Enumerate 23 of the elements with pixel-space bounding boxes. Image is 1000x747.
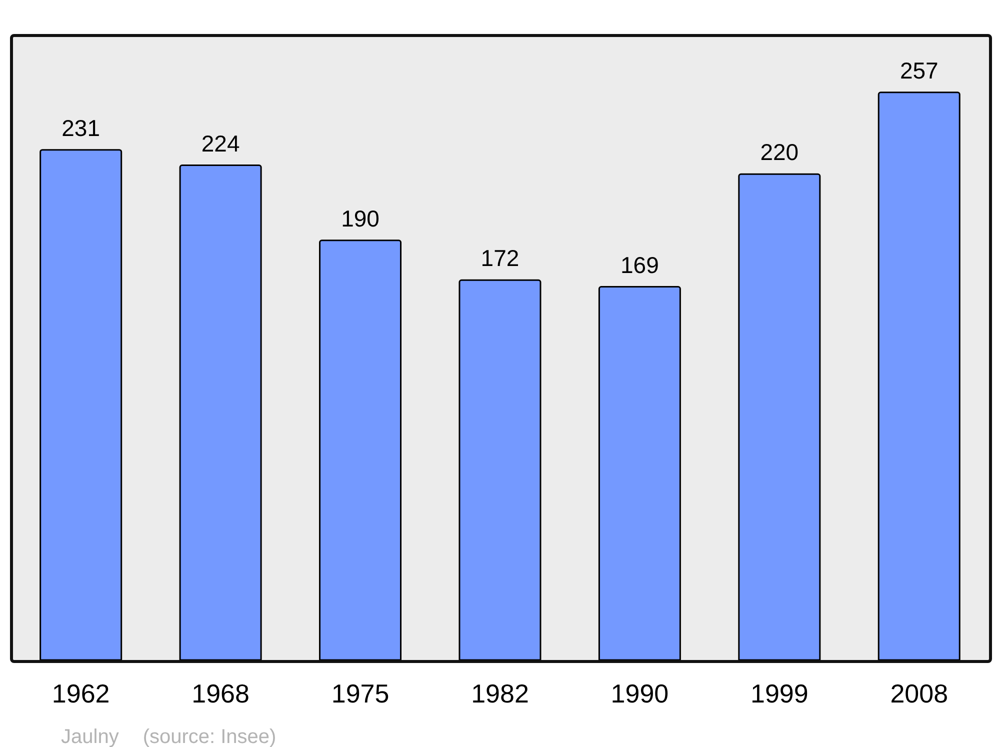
data-label: 257 (900, 57, 938, 84)
data-label: 224 (201, 130, 240, 156)
data-label: 220 (760, 139, 799, 166)
x-tick-label: 1975 (331, 678, 390, 708)
x-tick-label: 1990 (610, 678, 669, 708)
data-label: 169 (620, 252, 659, 278)
x-tick-label: 1962 (52, 678, 110, 708)
x-tick-label: 1968 (192, 678, 250, 708)
bar (598, 286, 681, 660)
data-label: 172 (480, 245, 520, 272)
x-tick-label: 1999 (750, 678, 808, 708)
bar (40, 149, 122, 660)
data-label: 190 (341, 205, 380, 232)
bar (179, 164, 262, 660)
text: Jaulny (61, 726, 119, 747)
x-tick-label: 2008 (890, 678, 948, 708)
text: (source: Insee) (142, 726, 276, 747)
bar (458, 279, 542, 660)
data-label: 231 (62, 114, 100, 141)
bar (319, 240, 402, 660)
bar (878, 92, 960, 660)
bar (738, 173, 821, 660)
x-tick-label: 1982 (471, 678, 529, 708)
